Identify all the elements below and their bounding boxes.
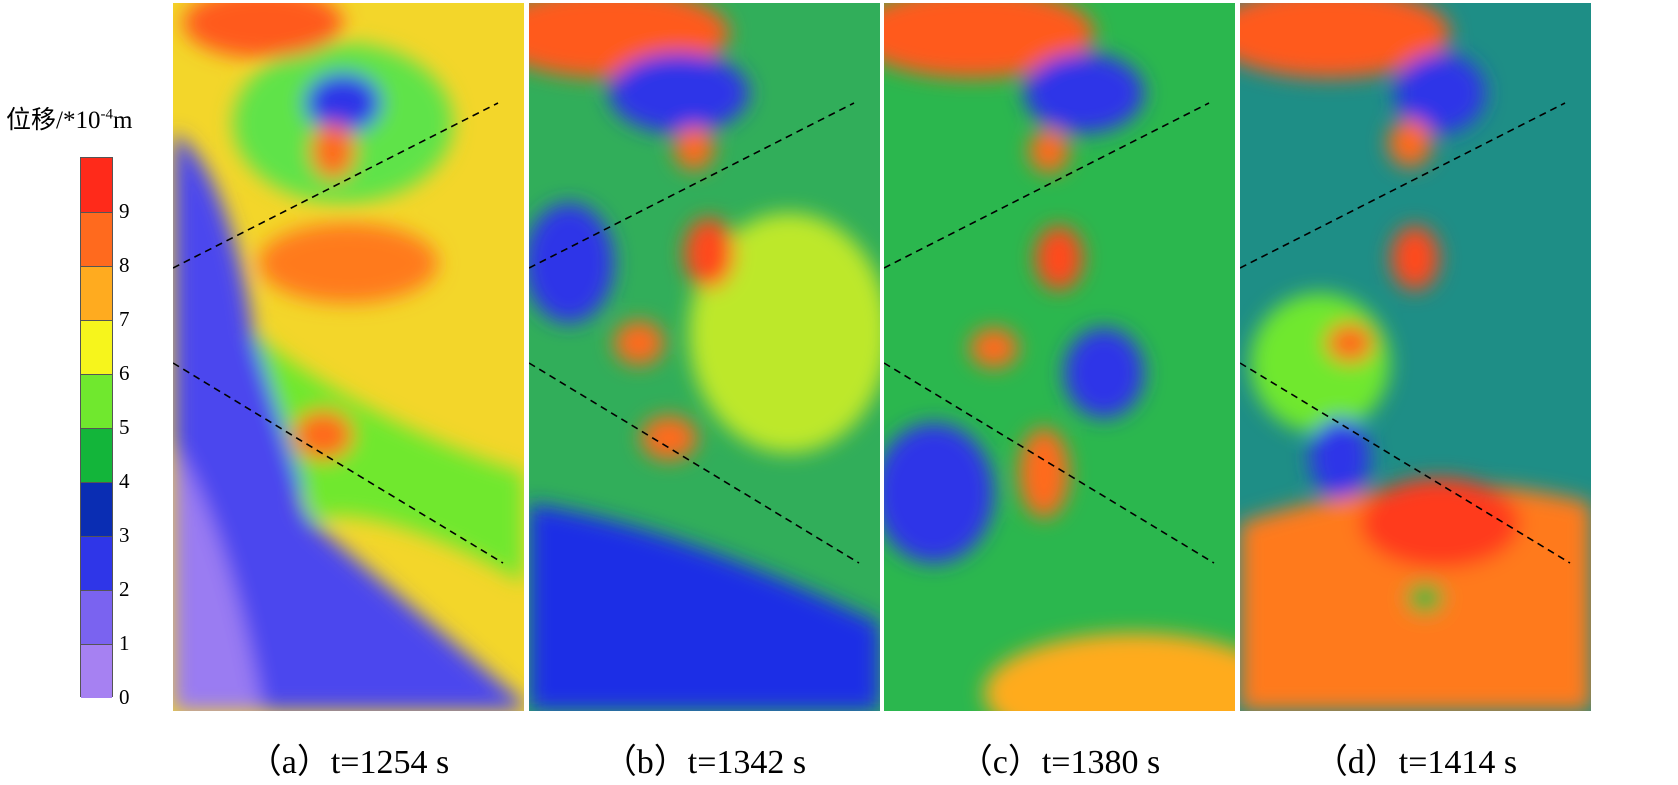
panel-a-low-region — [173, 133, 524, 711]
panel-d-green-dot — [1407, 583, 1443, 613]
fault-line-upper — [884, 102, 1210, 269]
legend-tick-label: 4 — [119, 469, 130, 493]
fault-line-lower — [529, 362, 860, 564]
panel-a-hotspot-3 — [293, 410, 353, 460]
fault-line-lower — [884, 362, 1215, 564]
panel-d-green-left — [1250, 293, 1390, 433]
contour-panel-d — [1240, 3, 1591, 711]
fault-line-lower — [1240, 362, 1571, 564]
panel-d-hotspot-3 — [1326, 323, 1374, 363]
legend-swatch — [81, 212, 112, 266]
legend-swatch — [81, 266, 112, 320]
legend-swatch — [81, 482, 112, 536]
panel-d-hotspot-1 — [1388, 119, 1432, 167]
legend-tick-mark — [81, 644, 112, 645]
panel-c-hotspot-3 — [970, 328, 1018, 368]
legend-tick-label: 9 — [119, 199, 130, 223]
legend-swatch — [81, 374, 112, 428]
legend-tick-label: 2 — [119, 577, 130, 601]
caption-d: （d）t=1414 s — [1313, 744, 1518, 781]
legend-swatch — [81, 644, 112, 698]
fault-line-upper — [529, 102, 855, 269]
panel-a-lobe-blue — [305, 73, 381, 133]
legend-swatch — [81, 590, 112, 644]
panel-c-top-red — [884, 3, 1094, 78]
panel-b-hotspot-3 — [614, 321, 664, 365]
fault-line-upper — [1240, 102, 1566, 269]
panel-d-hotspot-2 — [1391, 226, 1439, 290]
legend-tick-mark — [81, 482, 112, 483]
panel-b-hotspot-1 — [674, 126, 714, 170]
panel-c-left-blue — [884, 423, 994, 563]
panel-a-top-red — [183, 3, 343, 58]
fault-line-upper — [173, 102, 499, 269]
legend-tick-mark — [81, 428, 112, 429]
panel-b-yellow-right — [689, 213, 880, 453]
legend-swatch — [81, 320, 112, 374]
contour-panel-a — [173, 3, 524, 711]
colorbar — [80, 157, 113, 698]
legend-tick-label: 0 — [119, 685, 130, 709]
panel-a-transition-band — [253, 333, 524, 583]
panel-a-hotspot-1 — [311, 123, 355, 179]
legend-tick-mark — [81, 590, 112, 591]
panel-b-lower-blue — [529, 503, 880, 711]
contour-panel-b — [529, 3, 880, 711]
colorbar-legend: 位移/*10-4m 9 8 7 6 5 4 3 2 1 0 — [0, 0, 175, 720]
panel-c-blue-lobe — [1024, 53, 1144, 133]
caption-c: （c）t=1380 s — [958, 744, 1161, 781]
panel-a-lowest-region — [173, 443, 263, 711]
legend-tick-label: 3 — [119, 523, 130, 547]
caption-a: （a）t=1254 s — [247, 744, 450, 781]
panel-d-top-red — [1240, 3, 1450, 78]
legend-tick-label: 8 — [119, 253, 130, 277]
panel-c-blue-right — [1064, 328, 1144, 418]
panel-b-hotspot-2 — [684, 218, 734, 288]
panel-d-blue-left — [1310, 418, 1370, 498]
legend-tick-mark — [81, 320, 112, 321]
legend-tick-mark — [81, 536, 112, 537]
panel-c-hotspot-2 — [1035, 226, 1083, 290]
panel-b-blue-lobe — [609, 53, 749, 133]
panel-b-hotspot-4 — [641, 416, 697, 460]
fault-line-lower — [173, 362, 504, 564]
panel-c-hotspot-4 — [1019, 428, 1069, 518]
caption-b: （b）t=1342 s — [602, 744, 807, 781]
panel-a-hotspot-2 — [258, 223, 438, 303]
legend-swatch — [81, 536, 112, 590]
legend-tick-mark — [81, 212, 112, 213]
panel-b-blue-left — [529, 203, 614, 323]
legend-title: 位移/*10-4m — [6, 106, 133, 134]
legend-tick-mark — [81, 374, 112, 375]
panel-d-blue-lobe — [1395, 53, 1485, 133]
panel-d-hotspot-bottom — [1360, 478, 1520, 568]
contour-panel-c — [884, 3, 1235, 711]
legend-tick-mark — [81, 266, 112, 267]
legend-tick-label: 7 — [119, 307, 130, 331]
panel-c-bottom-warm — [984, 633, 1235, 711]
legend-swatch — [81, 428, 112, 482]
legend-swatch — [81, 158, 112, 212]
legend-tick-label: 6 — [119, 361, 130, 385]
panel-c-hotspot-1 — [1029, 129, 1069, 173]
legend-tick-label: 1 — [119, 631, 130, 655]
legend-tick-label: 5 — [119, 415, 130, 439]
